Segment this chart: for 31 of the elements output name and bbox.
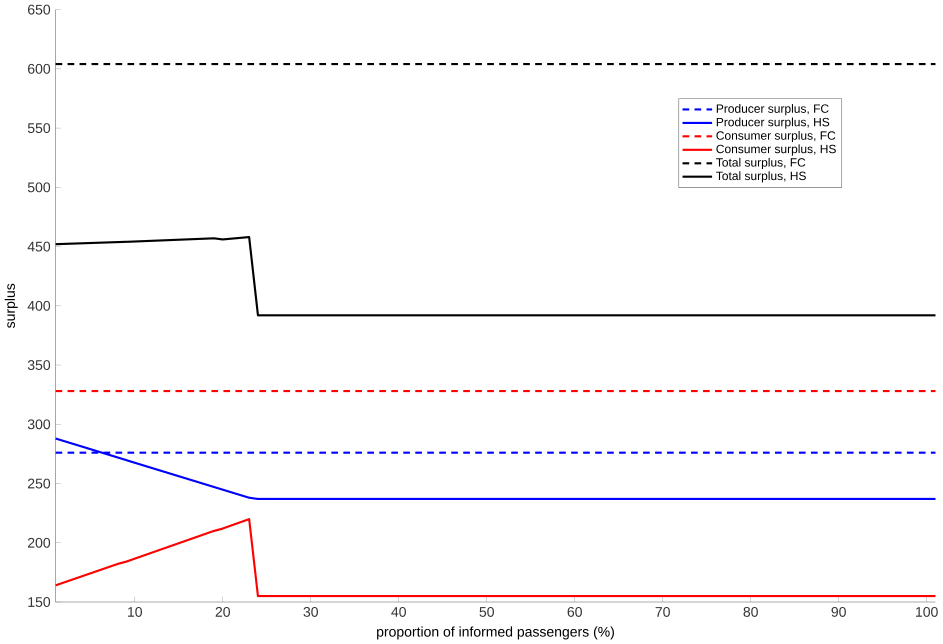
y-axis-title: surplus (4, 284, 18, 328)
legend-label: Producer surplus, HS (716, 117, 830, 129)
y-tick-label: 150 (28, 596, 50, 607)
x-tick-label: 60 (568, 606, 582, 617)
x-tick-label: 70 (656, 606, 670, 617)
y-tick-label: 200 (28, 538, 50, 548)
y-tick-label: 650 (28, 4, 50, 15)
x-tick-label: 90 (832, 606, 846, 617)
y-tick-label: 250 (28, 478, 50, 488)
legend-label: Producer surplus, FC (716, 104, 829, 116)
x-tick-label: 40 (391, 606, 406, 617)
y-tick-label: 400 (28, 300, 50, 311)
line-series (54, 518, 937, 598)
line-series (54, 236, 937, 316)
legend-label: Consumer surplus, HS (716, 144, 836, 156)
y-tick-label: 450 (28, 242, 50, 252)
x-tick-label: 10 (128, 606, 142, 617)
x-tick-label: 20 (216, 606, 230, 617)
legend-label: Consumer surplus, FC (716, 130, 836, 142)
x-tick-label: 80 (744, 606, 758, 617)
x-axis-title: proportion of informed passengers (%) (377, 626, 614, 640)
x-tick-label: 50 (480, 606, 494, 617)
y-tick-label: 600 (28, 64, 50, 74)
y-tick-label: 550 (28, 123, 50, 133)
y-tick-label: 500 (28, 182, 50, 192)
legend-label: Total surplus, FC (716, 158, 806, 169)
y-tick-label: 350 (28, 360, 50, 370)
x-tick-label: 30 (303, 606, 318, 617)
x-tick-label: 100 (916, 606, 938, 617)
legend-label: Total surplus, HS (716, 171, 806, 182)
y-tick-label: 300 (28, 419, 50, 430)
